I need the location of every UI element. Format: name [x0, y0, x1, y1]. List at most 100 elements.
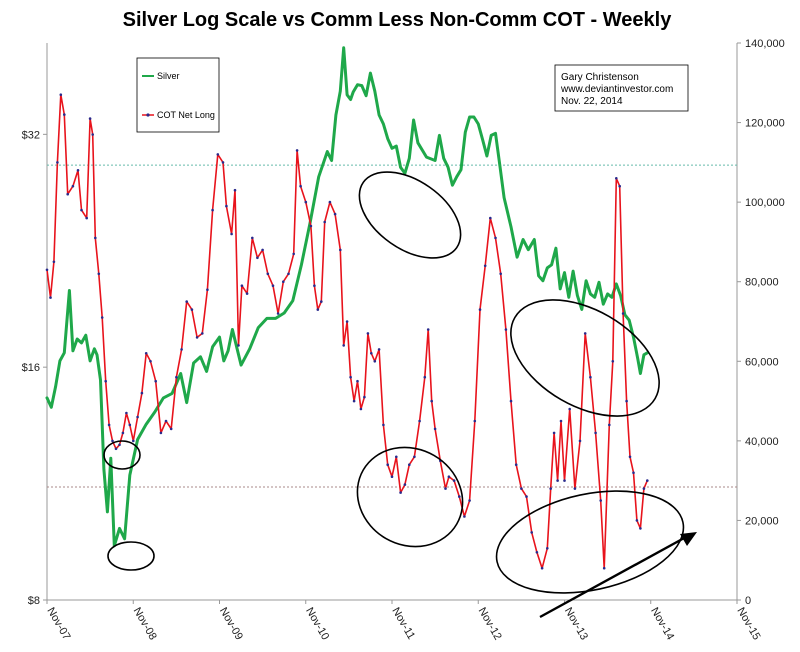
data-point-cot-net-long [621, 312, 625, 315]
data-point-cot-net-long [594, 431, 597, 435]
data-point-cot-net-long [573, 487, 577, 490]
data-point-cot-net-long [140, 391, 144, 395]
legend-box [136, 57, 220, 133]
data-point-cot-net-long [180, 348, 183, 351]
data-point-cot-net-long [583, 332, 587, 335]
highlight-ellipse-5 [495, 490, 685, 594]
data-point-cot-net-long [128, 423, 132, 427]
data-point-cot-net-long [433, 427, 437, 431]
annotation-box [554, 64, 689, 112]
data-point-cot-net-long [266, 272, 270, 276]
data-point-cot-net-long [216, 153, 220, 156]
data-point-cot-net-long [292, 252, 296, 256]
right-tick-label: 0 [745, 595, 751, 607]
data-point-cot-net-long [463, 515, 466, 518]
data-point-cot-net-long [94, 236, 97, 240]
data-point-cot-net-long [237, 344, 240, 347]
data-point-cot-net-long [111, 439, 114, 443]
data-point-cot-net-long [418, 419, 421, 423]
data-point-cot-net-long [520, 487, 523, 490]
data-point-cot-net-long [316, 308, 320, 311]
data-point-cot-net-long [136, 415, 139, 419]
right-tick-label: 140,000 [745, 38, 785, 50]
data-point-cot-net-long [447, 475, 451, 479]
data-point-cot-net-long [413, 455, 416, 459]
data-point-cot-net-long [390, 475, 394, 479]
x-tick-label: Nov-14 [648, 606, 676, 643]
data-point-cot-net-long [646, 479, 649, 482]
data-point-cot-net-long [63, 113, 66, 116]
data-point-cot-net-long [233, 188, 237, 192]
data-point-cot-net-long [107, 423, 111, 427]
right-tick-label: 20,000 [745, 515, 779, 527]
left-tick-label: $8 [28, 595, 40, 607]
data-point-cot-net-long [370, 352, 373, 355]
data-point-cot-net-long [363, 395, 366, 399]
data-point-cot-net-long [403, 483, 407, 486]
data-point-cot-net-long [56, 161, 59, 164]
data-point-cot-net-long [514, 463, 518, 467]
left-tick-label: $16 [22, 362, 40, 374]
data-point-cot-net-long [349, 375, 352, 379]
data-point-cot-net-long [323, 220, 327, 224]
right-tick-label: 60,000 [745, 356, 779, 368]
x-axis-ticks: Nov-07 Nov-08 Nov-09 Nov-10 Nov-11 Nov-12 Nov-… [44, 600, 763, 643]
data-point-cot-net-long [121, 431, 125, 435]
data-point-cot-net-long [76, 169, 80, 172]
data-point-cot-net-long [611, 360, 615, 363]
data-point-cot-net-long [426, 328, 430, 331]
data-point-cot-net-long [478, 308, 482, 311]
highlight-ellipse-4 [510, 299, 660, 417]
data-point-cot-net-long [282, 280, 285, 284]
data-point-cot-net-long [540, 566, 544, 570]
data-point-cot-net-long [251, 236, 254, 240]
data-point-cot-net-long [444, 487, 447, 490]
legend-label-silver: Silver [157, 71, 180, 81]
right-tick-label: 120,000 [745, 118, 785, 130]
data-point-cot-net-long [100, 316, 104, 319]
data-point-cot-net-long [154, 379, 157, 383]
data-point-cot-net-long [373, 360, 377, 363]
data-point-cot-net-long [104, 379, 107, 383]
data-point-cot-net-long [114, 447, 118, 451]
data-point-cot-net-long [240, 284, 244, 288]
data-point-cot-net-long [382, 423, 385, 427]
data-point-cot-net-long [632, 471, 635, 475]
data-point-cot-net-long [195, 336, 199, 339]
x-tick-label: Nov-11 [389, 606, 417, 642]
legend-marker-cot [146, 113, 150, 117]
data-point-cot-net-long [256, 256, 259, 260]
data-point-cot-net-long [589, 375, 592, 379]
data-point-cot-net-long [169, 427, 173, 431]
highlight-ellipse-0 [358, 171, 462, 259]
data-point-cot-net-long [423, 375, 427, 379]
data-point-cot-net-long [499, 272, 503, 276]
data-point-cot-net-long [49, 296, 52, 299]
data-point-cot-net-long [299, 184, 302, 188]
data-point-cot-net-long [549, 487, 552, 490]
data-point-cot-net-long [599, 499, 602, 502]
data-point-cot-net-long [144, 352, 148, 355]
data-point-cot-net-long [304, 200, 308, 204]
author-annotation: Gary Christenson www.deviantinvestor.com… [554, 64, 689, 112]
data-point-cot-net-long [91, 133, 94, 136]
data-point-cot-net-long [309, 224, 313, 228]
left-tick-label: $32 [22, 129, 40, 141]
data-point-cot-net-long [546, 547, 549, 550]
data-point-cot-net-long [473, 419, 477, 423]
x-tick-label: Nov-08 [131, 606, 159, 643]
data-point-cot-net-long [59, 93, 63, 96]
data-point-cot-net-long [333, 212, 337, 216]
data-point-cot-net-long [352, 399, 356, 403]
data-point-cot-net-long [430, 399, 434, 403]
data-point-cot-net-long [559, 419, 563, 423]
data-point-cot-net-long [578, 439, 582, 443]
data-point-cot-net-long [458, 495, 461, 498]
x-tick-label: Nov-09 [217, 606, 245, 643]
data-point-cot-net-long [408, 463, 411, 467]
data-point-cot-net-long [201, 332, 204, 335]
x-tick-label: Nov-07 [44, 606, 72, 643]
highlight-ellipse-2 [107, 541, 155, 571]
data-point-cot-net-long [132, 439, 135, 443]
